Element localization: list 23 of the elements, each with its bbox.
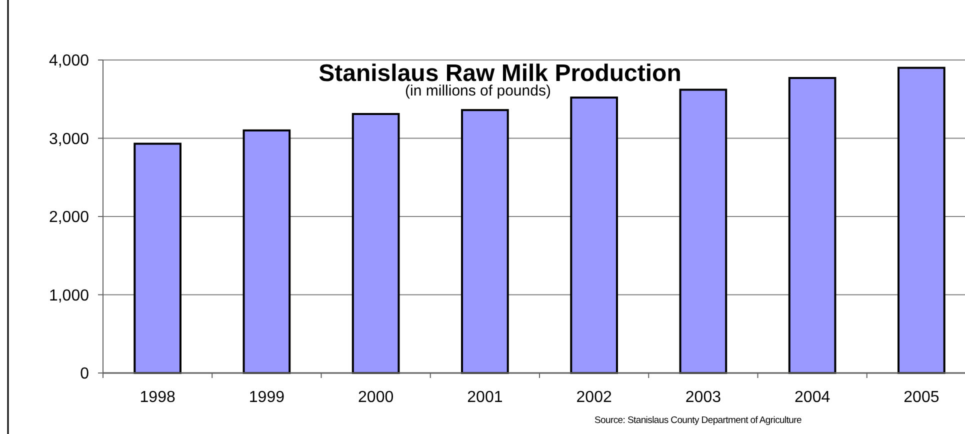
text: (in millions of pounds): [405, 82, 551, 100]
y-tick-label: 4,000: [48, 52, 90, 70]
bar: [242, 129, 291, 374]
x-tick-label: 1998: [140, 389, 176, 406]
x-tick-label: 1999: [248, 389, 285, 406]
x-tick-label: 2005: [904, 389, 940, 406]
bar: [679, 88, 728, 374]
y-tick-label: 2,000: [48, 209, 90, 226]
y-tick-label: 0: [80, 366, 90, 383]
source-note: Source: Stanislaus County Department of Agriculture: [594, 415, 802, 426]
x-tick-label: 2002: [576, 389, 612, 406]
y-tick-label: 3,000: [48, 130, 90, 148]
bar: [134, 142, 182, 374]
y-tick-label: 1,000: [48, 287, 90, 304]
x-tick-label: 2004: [794, 389, 830, 406]
bar: [352, 112, 400, 374]
bar: [570, 96, 618, 374]
bar: [461, 109, 509, 374]
x-tick-label: 2001: [467, 389, 503, 406]
bar: [898, 66, 946, 374]
x-tick-label: 2000: [358, 389, 394, 406]
bar: [788, 77, 836, 374]
x-tick-label: 2003: [685, 389, 722, 406]
